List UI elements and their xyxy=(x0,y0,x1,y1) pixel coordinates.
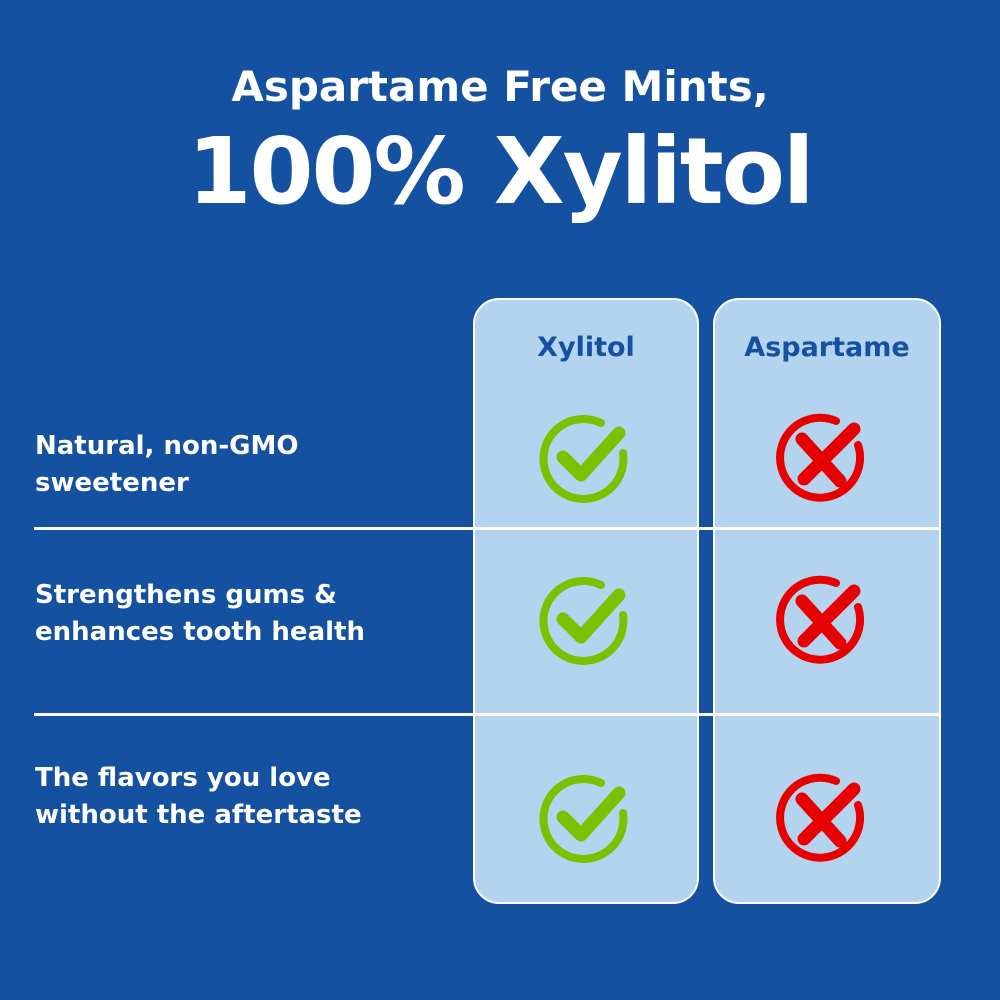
label-line: Strengthens gums & xyxy=(35,580,337,610)
check-icon xyxy=(539,411,633,505)
row-divider xyxy=(34,713,941,716)
xylitol-column xyxy=(473,298,699,904)
title-line-2: 100% Xylitol xyxy=(187,118,815,225)
x-icon xyxy=(776,573,870,667)
x-icon xyxy=(776,771,870,865)
row-label-1: Natural, non-GMO sweetener xyxy=(35,428,455,502)
row-label-2: Strengthens gums & enhances tooth health xyxy=(35,577,455,651)
label-line: Natural, non-GMO xyxy=(35,431,299,461)
check-icon xyxy=(539,573,633,667)
row-divider xyxy=(34,527,941,530)
label-line: sweetener xyxy=(35,468,189,498)
check-icon xyxy=(539,771,633,865)
title-line-1: Aspartame Free Mints, xyxy=(231,62,769,111)
label-line: The flavors you love xyxy=(35,763,331,793)
label-line: without the aftertaste xyxy=(35,800,362,830)
aspartame-column xyxy=(713,298,941,904)
row-label-3: The flavors you love without the afterta… xyxy=(35,760,455,834)
xylitol-header: Xylitol xyxy=(537,332,635,363)
label-line: enhances tooth health xyxy=(35,617,365,647)
aspartame-header: Aspartame xyxy=(744,332,910,363)
x-icon xyxy=(776,411,870,505)
